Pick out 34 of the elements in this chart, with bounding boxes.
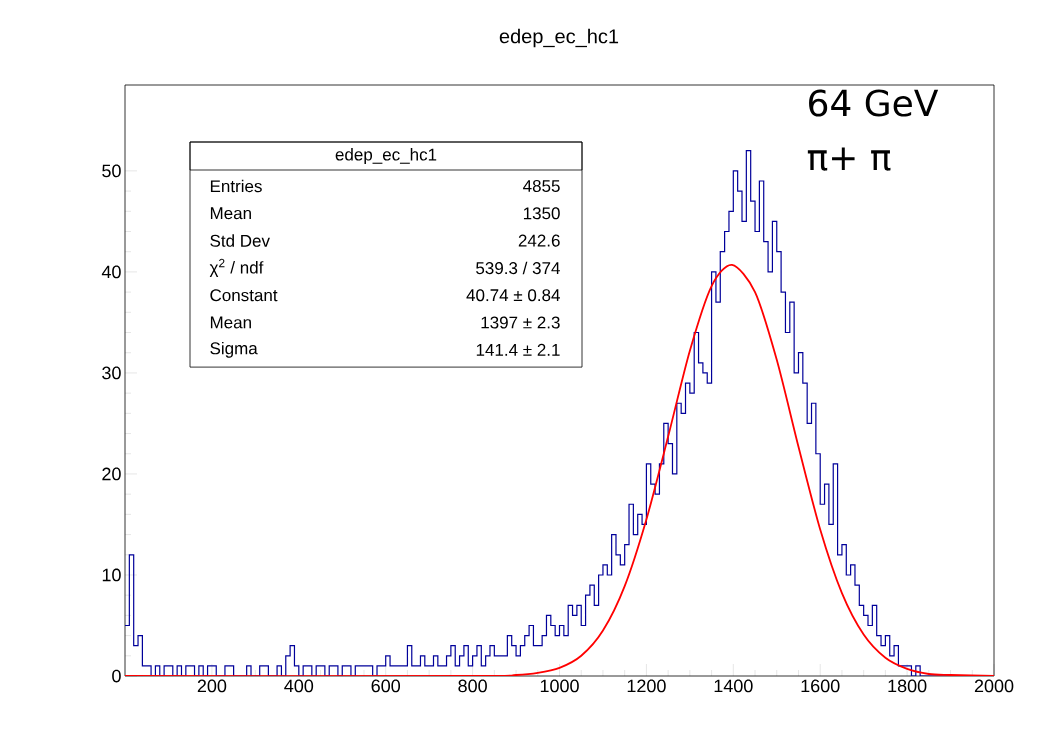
x-tick-label: 1000 bbox=[540, 679, 579, 693]
annotation: 64 GeV bbox=[809, 89, 939, 117]
annotation: Mean bbox=[210, 316, 251, 329]
x-tick-label: 1200 bbox=[627, 679, 666, 693]
annotation: Std Dev bbox=[210, 234, 270, 247]
annotation: Mean bbox=[210, 207, 251, 220]
x-tick-label: 1800 bbox=[888, 679, 927, 693]
annotation: 1350 bbox=[523, 207, 560, 220]
annotation: 4855 bbox=[523, 179, 560, 193]
y-tick-label: 0 bbox=[112, 669, 121, 683]
y-tick-label: 30 bbox=[102, 366, 121, 380]
annotation: edep_ec_hc1 bbox=[335, 148, 437, 164]
y-tick-label: 20 bbox=[102, 467, 121, 481]
x-tick-label: 800 bbox=[458, 679, 487, 693]
x-tick-label: 200 bbox=[197, 679, 227, 693]
annotation: Entries bbox=[210, 179, 262, 193]
y-tick-label: 40 bbox=[101, 265, 121, 279]
y-tick-label: 10 bbox=[102, 568, 121, 582]
annotation: Constant bbox=[210, 289, 278, 302]
annotation: χ$^{2}$ / ndf bbox=[209, 258, 264, 277]
annotation: 141.4 ± 2.1 bbox=[476, 343, 560, 356]
annotation: Sigma bbox=[210, 341, 258, 358]
annotation: π+ π bbox=[807, 147, 891, 171]
x-tick-label: 600 bbox=[371, 679, 401, 693]
x-tick-label: 400 bbox=[284, 679, 314, 693]
annotation: 539.3 / 374 bbox=[476, 261, 560, 275]
chart-title: edep_ec_hc1 bbox=[499, 28, 619, 48]
annotation: 1397 ± 2.3 bbox=[481, 316, 560, 329]
annotation: 242.6 bbox=[518, 234, 560, 247]
y-tick-label: 50 bbox=[102, 164, 121, 178]
annotation: 40.74 ± 0.84 bbox=[466, 289, 560, 302]
x-tick-label: 2000 bbox=[974, 679, 1014, 693]
x-tick-label: 1400 bbox=[714, 679, 753, 693]
x-tick-label: 1600 bbox=[801, 679, 840, 693]
